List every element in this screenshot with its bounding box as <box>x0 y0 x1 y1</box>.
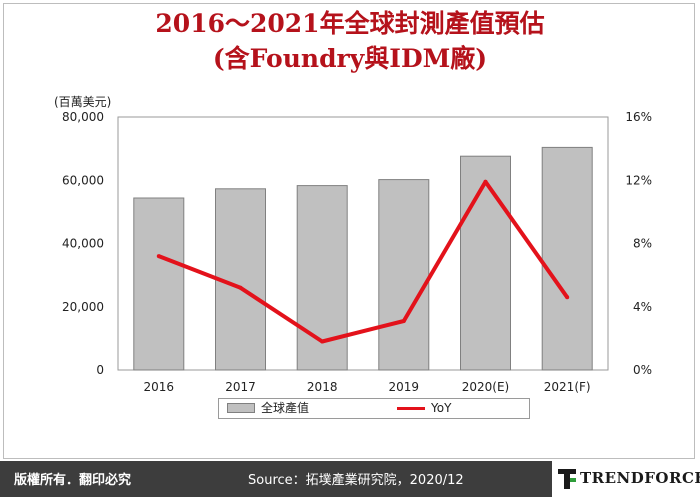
right-tick-label: 12% <box>625 173 652 187</box>
source-text: Source：拓墣產業研究院，2020/12 <box>248 473 464 488</box>
plot-area <box>117 116 609 371</box>
x-tick-label: 2021(F) <box>544 380 591 394</box>
left-tick-label: 60,000 <box>62 173 104 187</box>
x-tick-label: 2019 <box>389 380 420 394</box>
bar-2019 <box>378 179 430 371</box>
chart-subtitle: (含Foundry與IDM廠) <box>212 44 488 73</box>
x-tick-label: 2017 <box>225 380 256 394</box>
right-tick-label: 16% <box>625 110 652 124</box>
logo: TRENDFORCE <box>552 461 700 497</box>
yoy-line <box>158 179 569 344</box>
right-tick-label: 4% <box>633 300 652 314</box>
legend-label-bar: 全球產值 <box>261 401 310 415</box>
yoy-point-2020(E) <box>483 179 488 184</box>
combo-chart: (百萬美元) 2016 2017 2018 2019 2020(E) 2021(F) 0 2… <box>54 95 652 394</box>
legend-swatch-line <box>397 407 425 410</box>
logo-text: TRENDFORCE <box>580 469 700 487</box>
left-tick-label: 80,000 <box>62 110 104 124</box>
trendforce-logo-icon <box>558 469 576 489</box>
yoy-point-2016 <box>156 254 161 259</box>
copyright-text: 版權所有．翻印必究 <box>14 473 132 488</box>
yoy-point-2018 <box>320 339 325 344</box>
right-tick-label: 8% <box>633 237 652 251</box>
left-tick-label: 20,000 <box>62 300 104 314</box>
bar-2016 <box>133 197 185 371</box>
bar-2020(E) <box>460 155 511 371</box>
chart-title: 2016～2021年全球封測產值預估 <box>155 9 545 38</box>
legend: 全球產值 YoY <box>218 398 530 419</box>
yoy-point-2017 <box>238 285 243 290</box>
legend-swatch-bar <box>227 403 255 413</box>
x-tick-label: 2018 <box>307 380 338 394</box>
left-tick-label: 0 <box>96 363 104 377</box>
right-tick-label: 0% <box>633 363 652 377</box>
x-tick-label: 2020(E) <box>462 380 509 394</box>
x-tick-label: 2016 <box>144 380 175 394</box>
bar-2021(F) <box>541 146 593 371</box>
yoy-point-2021(F) <box>565 295 570 300</box>
left-axis-unit: (百萬美元) <box>54 95 111 109</box>
left-tick-label: 40,000 <box>62 237 104 251</box>
legend-label-line: YoY <box>431 401 452 415</box>
yoy-point-2019 <box>401 319 406 323</box>
